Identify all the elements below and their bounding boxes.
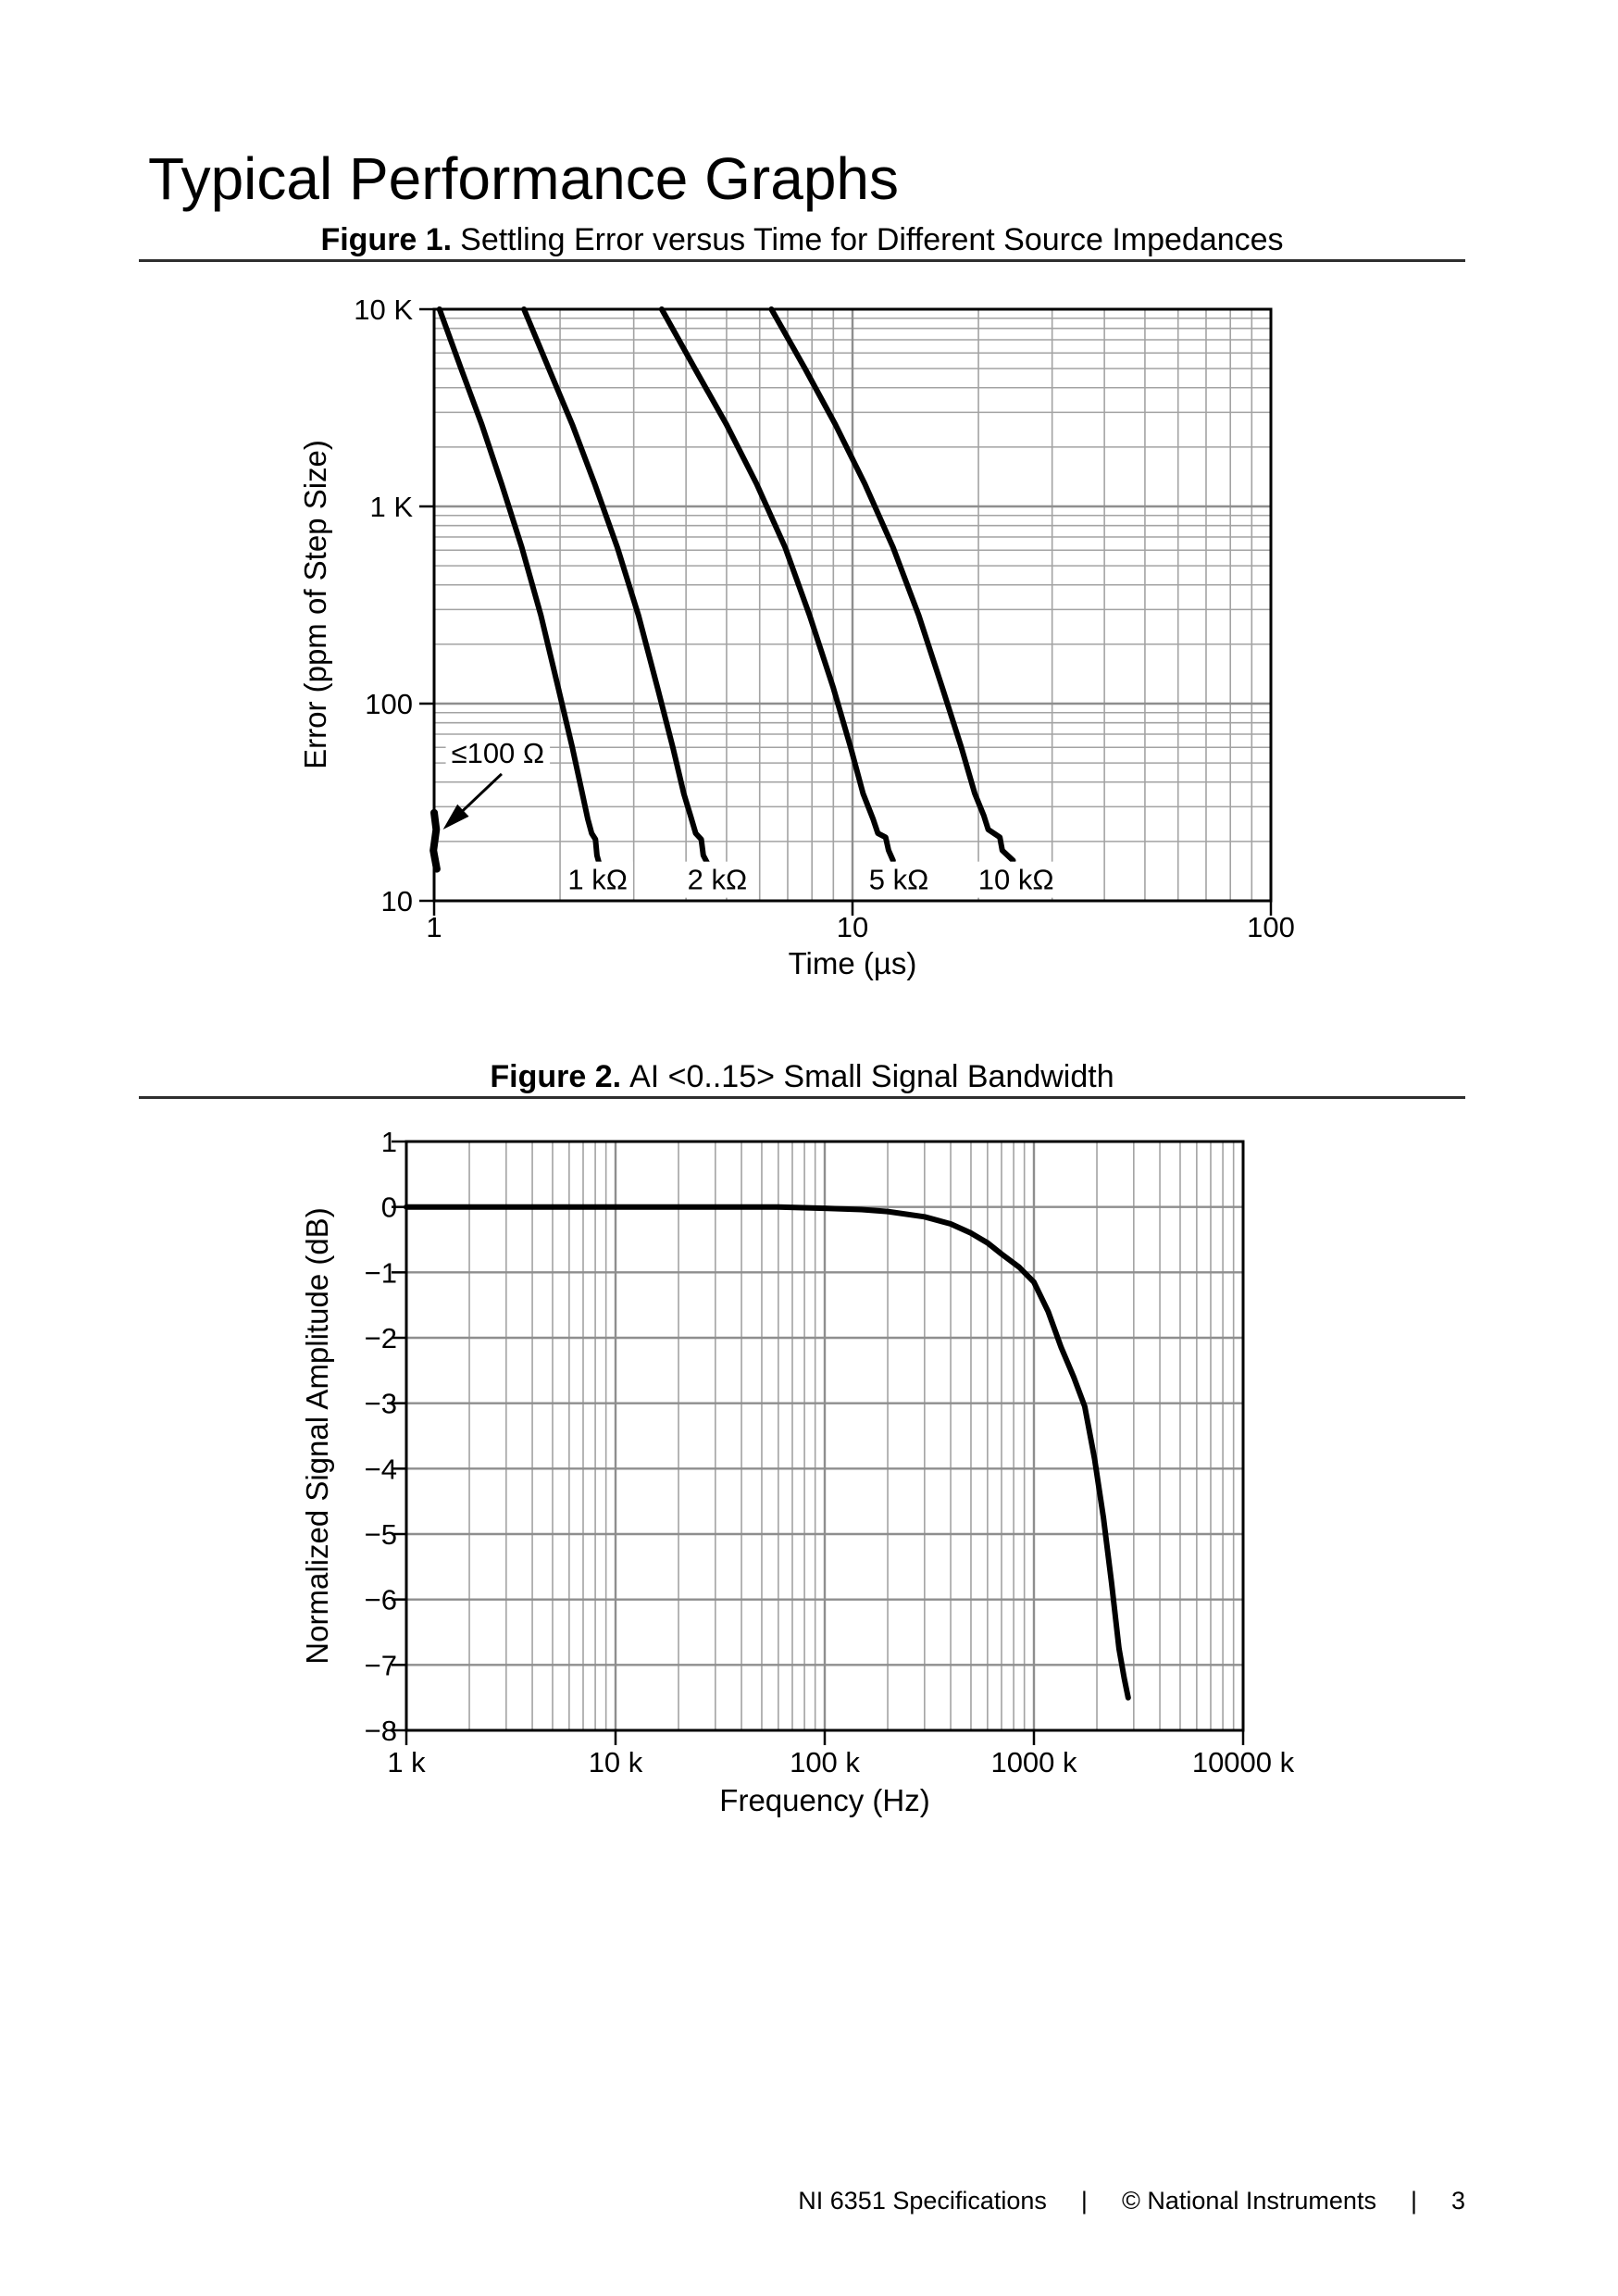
grid-minor [468,1142,1235,1730]
y-tick-label: 1 K [369,491,413,523]
y-tick-label: −4 [365,1453,397,1485]
x-tick-label: 10 k [589,1746,643,1778]
x-axis-title: Time (µs) [789,946,917,980]
y-axis-title: Error (ppm of Step Size) [298,440,332,769]
footer-copyright: © National Instruments [1121,2187,1376,2215]
y-tick-label: −5 [365,1518,397,1551]
annotation-arrow-line [459,772,503,815]
y-tick-label: 10 K [354,293,413,326]
curve-annotation-mask [562,861,633,898]
series-curve-0 [429,808,441,873]
y-tick-label: −1 [365,1256,397,1289]
figure2-chart: 1 k 10 k 100 k 1000 k 10000 k 1 0 −1 −2 −3 −4 −5 −6 −… [300,1126,1295,1817]
x-tick-label: 1000 k [990,1746,1077,1778]
figure2-rule [139,1096,1465,1099]
y-tick-label: 10 [381,885,413,917]
axis-ticks [392,1140,1245,1745]
footer-separator-icon: | [1080,2187,1088,2215]
annotation-arrow-head-icon [442,804,469,830]
y-tick-label: −7 [365,1649,397,1681]
x-tick-label: 100 k [790,1746,860,1778]
figure1-caption-text: Settling Error versus Time for Different… [460,222,1284,257]
y-axis-title: Normalized Signal Amplitude (dB) [300,1207,334,1664]
footer-page-number: 3 [1450,2187,1465,2215]
footer-doc-title: NI 6351 Specifications [798,2187,1047,2215]
x-tick-label: 10000 k [1192,1746,1295,1778]
series-curve-2 [521,306,711,867]
figure1-caption: Figure 1. Settling Error versus Time for … [139,222,1465,258]
x-tick-label: 10 [837,911,868,943]
curve-annotation: 1 kΩ [567,864,628,896]
y-tick-label: 1 [381,1126,397,1158]
x-axis-title: Frequency (Hz) [719,1783,929,1817]
y-tick-label: 0 [381,1192,397,1224]
figure1-caption-label: Figure 1. [320,222,453,257]
figure1-chart: 1 10 100 10 K 1 K 100 10 ≤100 Ω 1 kΩ 2 kΩ 5 kΩ 10 k… [298,293,1295,980]
x-tick-label: 1 [426,911,442,943]
curve-annotation-mask [445,735,551,772]
axis-tick-labels: 1 10 100 10 K 1 K 100 10 [354,293,1295,943]
series-curve-0 [404,1204,1131,1701]
curve-annotation-mask [681,861,753,898]
y-tick-label: −6 [365,1584,397,1616]
figure2-caption-text: AI <0..15> Small Signal Bandwidth [629,1059,1114,1094]
x-tick-label: 1 k [387,1746,426,1778]
axis-ticks [419,307,1273,916]
y-tick-label: 100 [365,688,413,720]
curve-annotation: 5 kΩ [869,864,929,896]
curve-annotation: 10 kΩ [978,864,1054,896]
y-tick-label: −2 [365,1322,397,1354]
figure2-caption-label: Figure 2. [490,1059,622,1094]
page-title: Typical Performance Graphs [148,145,899,212]
axis-tick-labels: 1 k 10 k 100 k 1000 k 10000 k 1 0 −1 −2 −3 −4 −5 −6 −… [365,1126,1295,1778]
series-curve-4 [768,306,1016,864]
y-tick-label: −3 [365,1388,397,1420]
x-tick-label: 100 [1247,911,1295,943]
curve-annotation-mask [863,861,935,898]
page-footer: NI 6351 Specifications | © National Inst… [798,2187,1465,2215]
series-curve-3 [658,306,896,864]
curve-annotation-mask [972,861,1060,898]
series-curve-1 [436,306,603,867]
curve-annotation: 2 kΩ [688,864,748,896]
grid-major [434,309,1271,901]
curve-annotation: ≤100 Ω [452,737,545,769]
figure1-rule [139,259,1465,262]
figure2-caption: Figure 2. AI <0..15> Small Signal Bandwid… [139,1059,1465,1095]
y-tick-label: −8 [365,1715,397,1747]
footer-separator-icon: | [1410,2187,1417,2215]
